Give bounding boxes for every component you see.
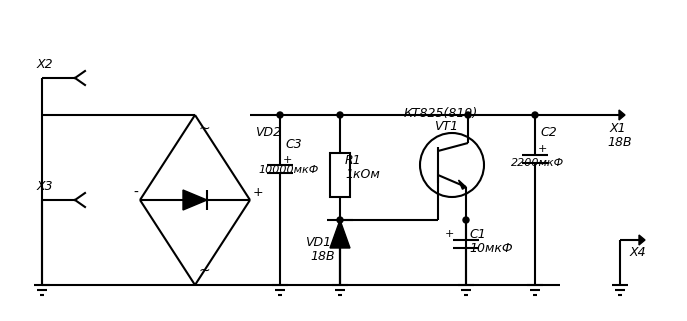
Text: ~: ~ (199, 264, 211, 278)
Text: 18В: 18В (310, 249, 335, 263)
Text: C2: C2 (540, 126, 556, 140)
Polygon shape (619, 110, 625, 120)
Text: X3: X3 (37, 180, 54, 194)
Text: 2200мкФ: 2200мкФ (511, 158, 564, 168)
Text: VD1: VD1 (305, 236, 331, 248)
Text: R1: R1 (345, 154, 361, 168)
Text: +: + (444, 229, 454, 239)
Text: 10000мкФ: 10000мкФ (258, 165, 318, 175)
Polygon shape (458, 180, 466, 189)
Circle shape (277, 112, 283, 118)
Text: VD2: VD2 (255, 126, 281, 140)
Text: C3: C3 (285, 138, 302, 152)
Bar (330, 153, 350, 197)
Text: +: + (538, 144, 548, 154)
Text: ~: ~ (199, 122, 211, 136)
Circle shape (463, 217, 469, 223)
Polygon shape (639, 235, 645, 245)
Text: X4: X4 (630, 247, 646, 259)
Text: C1: C1 (469, 228, 486, 240)
Text: X2: X2 (37, 58, 54, 72)
Text: -: - (133, 186, 138, 200)
Text: +: + (283, 155, 293, 165)
Polygon shape (183, 190, 207, 210)
Text: VT1: VT1 (434, 120, 458, 134)
Circle shape (532, 112, 538, 118)
Text: 10мкФ: 10мкФ (469, 241, 513, 255)
Text: КТ825(819): КТ825(819) (404, 107, 478, 119)
Text: +: + (253, 187, 264, 199)
Text: X1: X1 (610, 123, 627, 135)
Circle shape (337, 112, 343, 118)
Circle shape (465, 112, 471, 118)
Text: 1кОм: 1кОм (345, 169, 380, 181)
Circle shape (337, 217, 343, 223)
Text: 18В: 18В (607, 136, 631, 150)
Polygon shape (330, 220, 350, 248)
